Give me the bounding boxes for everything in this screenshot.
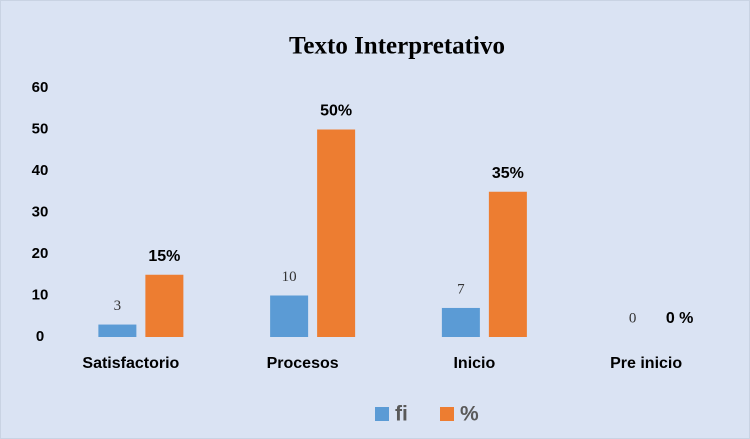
data-label: 3 [114, 298, 122, 314]
bar [98, 324, 137, 337]
legend-label: % [460, 403, 479, 426]
bar [317, 129, 356, 337]
bar [270, 295, 309, 337]
chart-title: Texto Interpretativo [289, 33, 505, 60]
y-tick-label: 10 [32, 286, 49, 303]
legend-label: fi [395, 403, 408, 426]
data-label: 0 [629, 310, 637, 326]
x-tick-label: Pre inicio [610, 355, 682, 372]
data-label: 10 [282, 269, 297, 285]
y-tick-label: 40 [32, 162, 49, 179]
bar [145, 274, 184, 337]
y-tick-label: 50 [32, 120, 49, 137]
y-tick-label: 0 [36, 328, 44, 345]
y-tick-label: 30 [32, 203, 49, 220]
legend-swatch [375, 407, 389, 421]
y-tick-label: 20 [32, 245, 49, 262]
x-tick-label: Procesos [267, 355, 339, 372]
x-tick-label: Satisfactorio [82, 355, 179, 372]
bar [488, 191, 527, 337]
legend-swatch [440, 407, 454, 421]
data-label: 7 [457, 281, 465, 297]
y-tick-label: 60 [32, 79, 49, 96]
x-tick-label: Inicio [453, 355, 495, 372]
data-label: 0 % [666, 310, 694, 327]
bar [441, 307, 480, 337]
data-label: 15% [148, 248, 180, 265]
data-label: 35% [492, 165, 524, 182]
data-label: 50% [320, 103, 352, 120]
